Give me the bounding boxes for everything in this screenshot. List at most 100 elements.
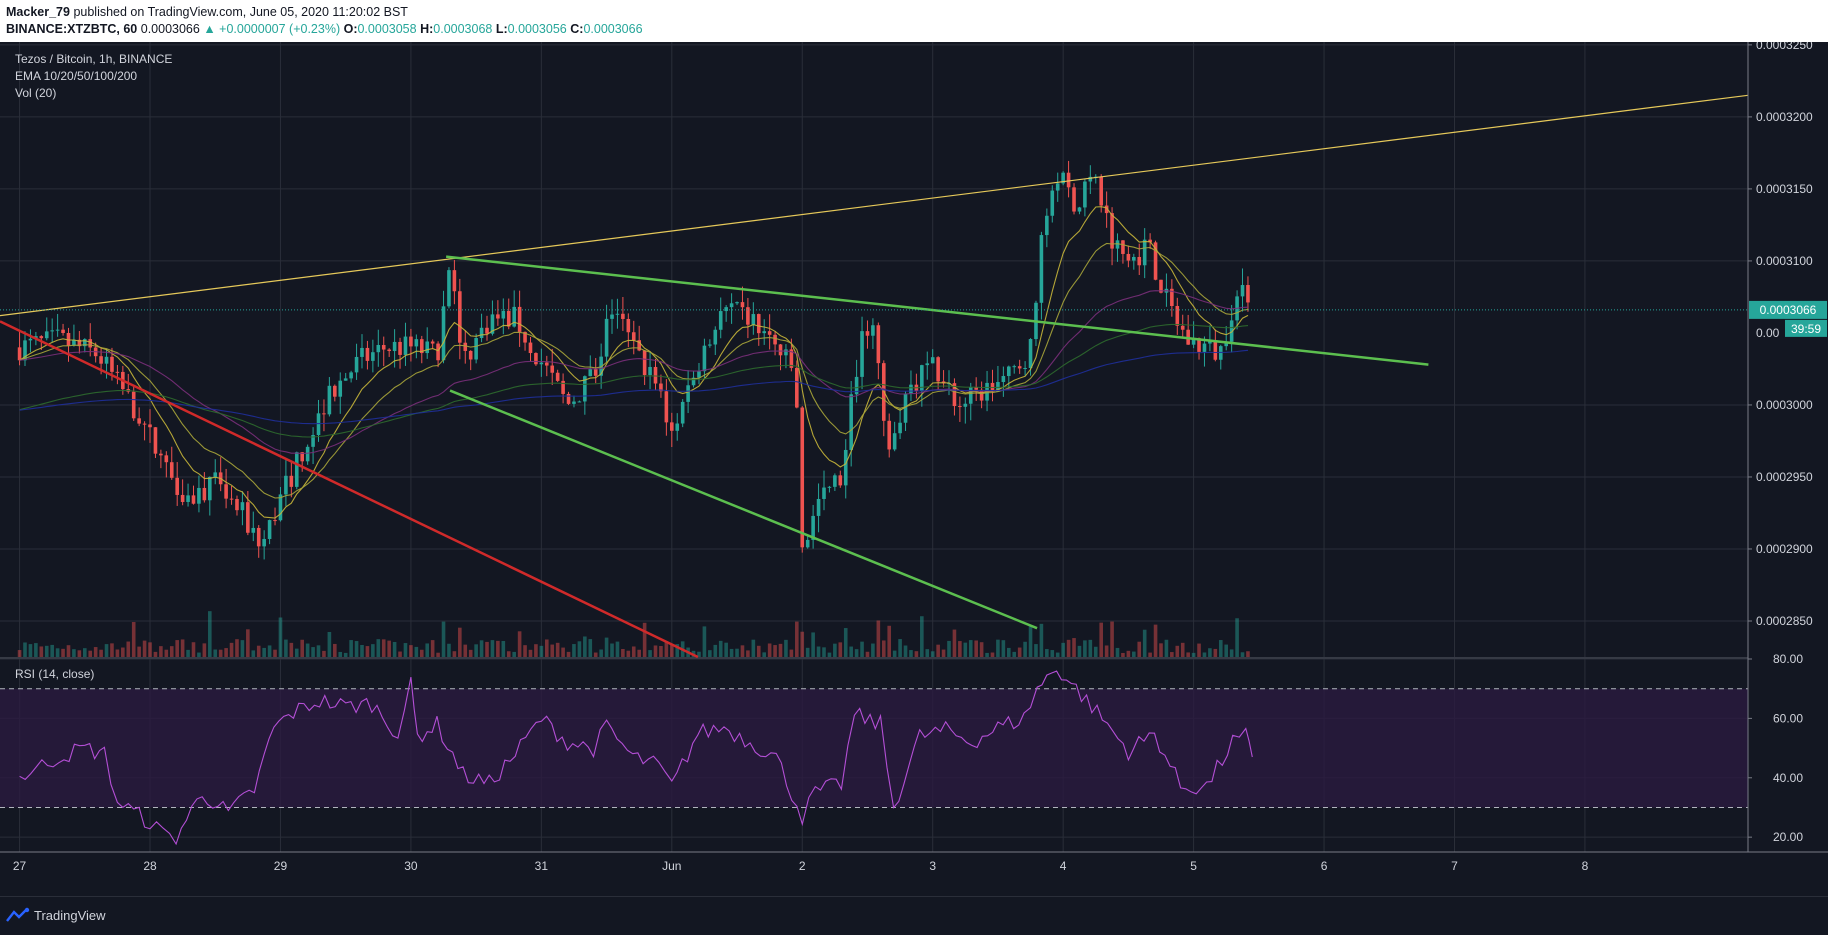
volume-bar	[1006, 647, 1011, 657]
candle-body	[936, 357, 940, 382]
time-tick-label: 4	[1060, 859, 1067, 873]
volume-bar	[1001, 640, 1006, 657]
candle-body	[338, 380, 343, 397]
volume-bar	[871, 643, 875, 657]
volume-bar	[974, 640, 978, 657]
candle-body	[566, 393, 571, 404]
volume-bar	[1159, 643, 1163, 657]
candle-body	[849, 394, 853, 450]
candle-body	[474, 338, 478, 360]
triangle-upper-trendline	[445, 255, 1429, 366]
volume-bar	[501, 640, 506, 657]
candle-body	[1072, 187, 1076, 212]
volume-bar	[93, 647, 98, 657]
tradingview-brand[interactable]: TradingView	[34, 908, 106, 923]
candle-body	[1006, 366, 1011, 377]
candle-body	[724, 307, 728, 312]
volume-bar	[583, 636, 587, 657]
volume-bar	[1028, 625, 1033, 657]
volume-bar	[28, 644, 33, 657]
candle-body	[653, 366, 658, 384]
volume-bar	[1017, 647, 1022, 657]
volume-bar	[224, 648, 228, 657]
ema-lines	[19, 206, 1249, 519]
candle-body	[273, 520, 277, 522]
legend-title[interactable]: Tezos / Bitcoin, 1h, BINANCE	[15, 52, 173, 66]
volume-bar	[860, 641, 864, 657]
volume-bar	[1023, 641, 1027, 657]
candle-body	[1088, 176, 1093, 182]
candle-body	[621, 313, 625, 319]
rsi-tick-label: 60.00	[1773, 711, 1803, 725]
candle-body	[224, 484, 228, 499]
author-name[interactable]: Macker_79	[6, 5, 70, 19]
candle-body	[544, 362, 549, 366]
volume-bar	[273, 649, 277, 657]
volume-bar	[550, 644, 555, 657]
candle-body	[686, 385, 690, 402]
candle-body	[746, 307, 750, 325]
volume-bar	[920, 616, 924, 657]
candle-body	[865, 331, 870, 336]
publish-header: Macker_79 published on TradingView.com, …	[0, 0, 1828, 42]
volume-bar	[218, 649, 223, 657]
volume-bar	[278, 617, 283, 657]
volume-bar	[615, 641, 620, 657]
candle-body	[213, 472, 218, 477]
volume-bar	[131, 622, 136, 657]
volume-bar	[267, 645, 272, 657]
candle-body	[1208, 340, 1212, 344]
candle-body	[1137, 256, 1142, 266]
candle-body	[142, 423, 147, 425]
candle-body	[740, 302, 745, 308]
volume-bar	[675, 644, 680, 657]
candle-body	[354, 356, 359, 373]
candle-body	[1039, 235, 1044, 303]
volume-bar	[865, 651, 870, 657]
volume-bar	[659, 646, 663, 657]
volume-bar	[175, 640, 179, 657]
candle-body	[626, 318, 631, 333]
candle-body	[561, 380, 565, 394]
volume-bar	[474, 644, 478, 657]
legend-rsi[interactable]: RSI (14, close)	[15, 667, 95, 681]
candlesticks	[17, 160, 1250, 560]
time-tick-label: 31	[535, 859, 549, 873]
volume-bar	[822, 647, 826, 657]
high-label: H:	[420, 22, 434, 36]
volume-bar	[664, 641, 669, 657]
volume-bar	[371, 644, 375, 657]
volume-bar	[447, 643, 451, 657]
volume-bar	[854, 649, 859, 657]
candle-body	[1159, 279, 1163, 293]
candle-body	[1229, 320, 1234, 342]
volume-bar	[148, 642, 152, 657]
volume-bar	[17, 650, 22, 657]
open-value: 0.0003058	[357, 22, 417, 36]
volume-bar	[610, 643, 614, 657]
symbol-label[interactable]: BINANCE:XTZBTC, 60	[6, 22, 138, 36]
volume-bar	[202, 643, 207, 657]
candle-body	[490, 314, 495, 334]
volume-bar	[990, 652, 995, 657]
price-chart[interactable]: 0.0003250 0.0003200 0.0003150 0.0003100 0.00…	[0, 42, 1828, 896]
rsi-tick-label: 80.00	[1773, 652, 1803, 666]
last-price-badge-text: 0.0003066	[1760, 303, 1817, 317]
volume-bar	[724, 642, 728, 657]
legend-ema[interactable]: EMA 10/20/50/100/200	[15, 69, 138, 83]
candle-body	[637, 340, 641, 351]
volume-bar	[1088, 639, 1093, 657]
legend-volume[interactable]: Vol (20)	[15, 86, 57, 100]
candle-body	[39, 336, 44, 339]
candle-body	[1077, 207, 1082, 212]
volume-bar	[789, 649, 794, 657]
candle-body	[784, 349, 788, 356]
volume-bar	[1061, 642, 1065, 657]
volume-bar	[311, 647, 315, 657]
volume-bar	[496, 640, 500, 657]
price-tick-label: 0.0003150	[1756, 182, 1813, 196]
candle-body	[235, 499, 239, 511]
volume-bar	[66, 645, 71, 657]
trend-lines[interactable]	[0, 94, 1749, 659]
volume-bar	[784, 639, 788, 657]
